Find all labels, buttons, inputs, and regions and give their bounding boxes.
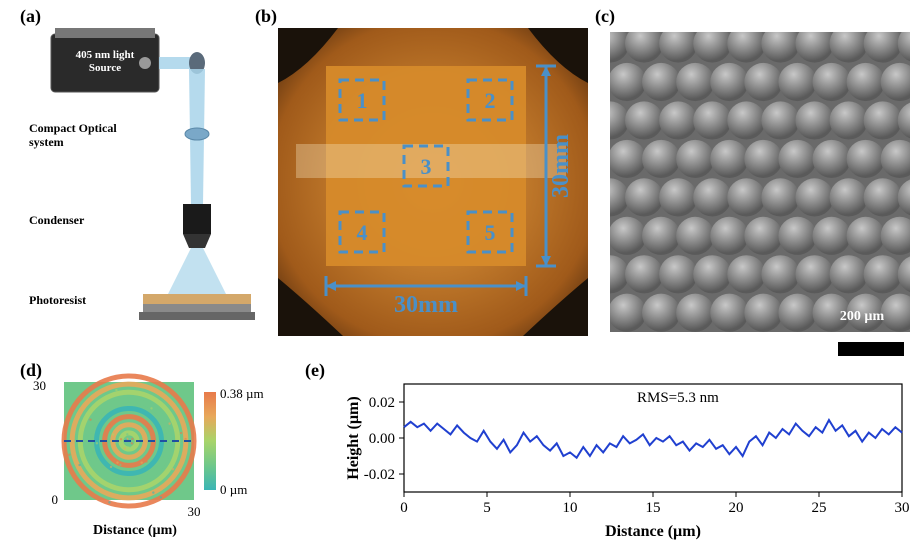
svg-text:-0.02: -0.02 [364,467,395,483]
panel-c-svg: 200 µm [610,32,910,332]
label-b: (b) [255,6,277,27]
svg-text:2: 2 [485,88,496,113]
svg-text:Height (µm): Height (µm) [345,396,362,479]
panel-e-svg: -0.02 0.00 0.02 0 5 10 15 20 25 30 RMS=5.3 nm Dista… [340,368,915,543]
svg-text:0.02: 0.02 [369,395,395,411]
label-c: (c) [595,6,615,27]
panel-b-svg: 1 2 3 4 5 30mm 30mm [278,28,588,336]
svg-text:1: 1 [357,88,368,113]
scale-bar-c [838,342,904,356]
svg-text:30mm: 30mm [548,134,574,198]
svg-text:30: 30 [895,500,910,516]
svg-text:0 µm: 0 µm [220,482,247,497]
svg-text:Condenser: Condenser [29,213,85,227]
svg-text:20: 20 [729,500,744,516]
svg-text:405 nm light: 405 nm light [76,49,135,61]
panel-d-svg: 0.38 µm 0 µm 30 0 30 Distance (µm) [30,370,300,540]
panel-a-svg: 405 nm lightSource Compact Opticalsystem C… [25,24,255,344]
svg-text:15: 15 [646,500,661,516]
svg-text:25: 25 [812,500,827,516]
svg-text:Photoresist: Photoresist [29,293,86,307]
svg-text:30: 30 [188,504,201,519]
svg-text:system: system [29,135,64,149]
svg-text:200 µm: 200 µm [840,309,885,324]
svg-text:0.38 µm: 0.38 µm [220,386,264,401]
svg-text:0: 0 [400,500,408,516]
svg-text:Distance (µm): Distance (µm) [93,523,177,538]
svg-text:Source: Source [89,62,121,74]
svg-text:30: 30 [33,378,46,393]
svg-text:30mm: 30mm [394,292,458,318]
svg-text:Compact Optical: Compact Optical [29,121,117,135]
svg-text:0: 0 [52,492,59,507]
svg-text:10: 10 [563,500,578,516]
svg-text:RMS=5.3 nm: RMS=5.3 nm [637,390,719,406]
svg-text:3: 3 [421,154,432,179]
svg-text:5: 5 [485,220,496,245]
svg-text:Distance (µm): Distance (µm) [605,523,701,540]
label-e: (e) [305,360,325,381]
svg-text:4: 4 [357,220,368,245]
svg-text:0.00: 0.00 [369,431,395,447]
svg-text:5: 5 [483,500,491,516]
figure-container: (a) (b) (c) (d) (e) 405 nm lightSourceCo… [0,0,922,541]
